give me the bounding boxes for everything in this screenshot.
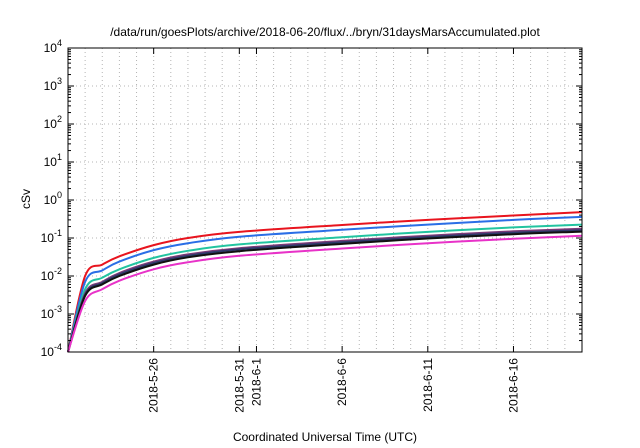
y-tick-label: 10-3 bbox=[41, 304, 62, 321]
x-axis-ticks: 2018-5-26 2018-5-31 2018-6-1 2018-6-6 2018-6… bbox=[147, 48, 520, 413]
y-axis-ticks: 10-4 10-3 10-2 10-1 100 101 102 103 104 bbox=[41, 38, 582, 359]
y-tick-label: 10-1 bbox=[41, 228, 62, 245]
series-line-6 bbox=[67, 230, 583, 353]
grid-lines bbox=[68, 48, 582, 352]
x-axis-label: Coordinated Universal Time (UTC) bbox=[233, 430, 417, 444]
chart-title: /data/run/goesPlots/archive/2018-06-20/f… bbox=[110, 25, 540, 39]
series-line-7 bbox=[67, 234, 583, 353]
series-group bbox=[67, 211, 583, 353]
series-line-1 bbox=[67, 211, 583, 353]
y-tick-label: 103 bbox=[44, 76, 62, 93]
series-line-5 bbox=[67, 229, 583, 353]
series-line-2 bbox=[67, 215, 583, 353]
y-tick-label: 10-4 bbox=[41, 342, 62, 359]
x-tick-label: 2018-6-16 bbox=[506, 358, 520, 413]
y-tick-label: 10-2 bbox=[41, 266, 62, 283]
x-tick-label: 2018-6-6 bbox=[335, 358, 349, 406]
x-tick-label: 2018-6-11 bbox=[421, 358, 435, 412]
y-tick-label: 102 bbox=[44, 114, 62, 131]
y-tick-label: 100 bbox=[44, 190, 62, 207]
x-tick-label: 2018-5-31 bbox=[232, 358, 246, 413]
y-tick-label: 104 bbox=[44, 38, 62, 55]
y-tick-label: 101 bbox=[44, 152, 62, 169]
series-line-4 bbox=[67, 227, 583, 353]
y-axis-label: cSv bbox=[19, 189, 33, 209]
x-tick-label: 2018-6-1 bbox=[249, 358, 263, 406]
x-tick-label: 2018-5-26 bbox=[147, 358, 161, 413]
series-line-3 bbox=[67, 223, 583, 353]
